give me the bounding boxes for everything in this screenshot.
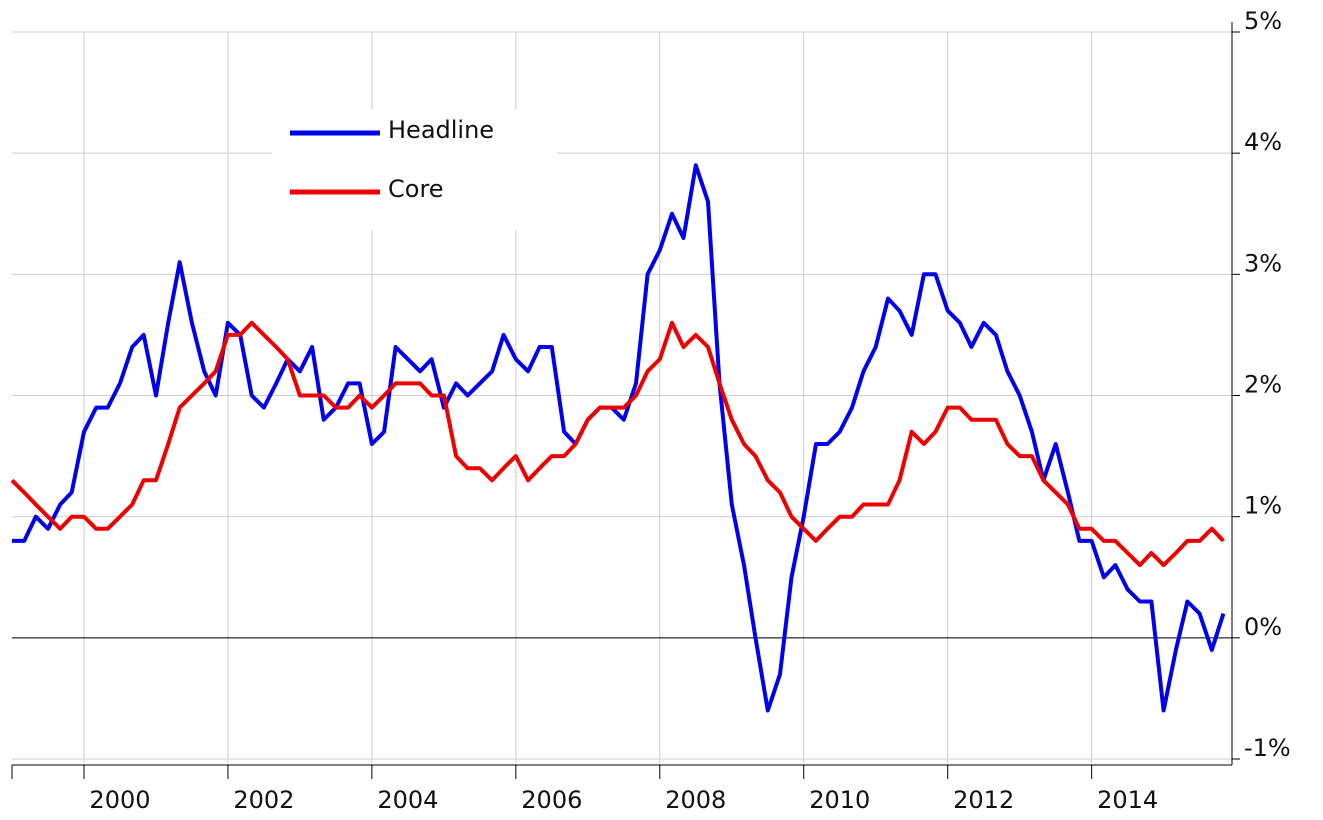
x-tick-label: 2010 xyxy=(809,786,870,814)
x-tick-label: 2004 xyxy=(377,786,438,814)
x-tick-label: 2006 xyxy=(521,786,582,814)
legend-box xyxy=(272,110,557,230)
x-tick-label: 2014 xyxy=(1097,786,1158,814)
y-tick-label: 0% xyxy=(1244,613,1282,641)
series-line xyxy=(12,163,1226,713)
x-tick-label: 2000 xyxy=(89,786,150,814)
y-tick-label: 3% xyxy=(1244,249,1282,277)
series-line xyxy=(10,320,1225,568)
x-tick-label: 2012 xyxy=(953,786,1014,814)
y-tick-label: 1% xyxy=(1244,492,1282,520)
y-tick-label: -1% xyxy=(1244,734,1291,762)
x-tick-label: 2008 xyxy=(665,786,726,814)
y-tick-label: 2% xyxy=(1244,371,1282,399)
legend-label: Headline xyxy=(388,116,494,144)
y-tick-label: 4% xyxy=(1244,128,1282,156)
y-tick-label: 5% xyxy=(1244,7,1282,35)
legend-label: Core xyxy=(388,175,444,203)
x-tick-label: 2002 xyxy=(233,786,294,814)
